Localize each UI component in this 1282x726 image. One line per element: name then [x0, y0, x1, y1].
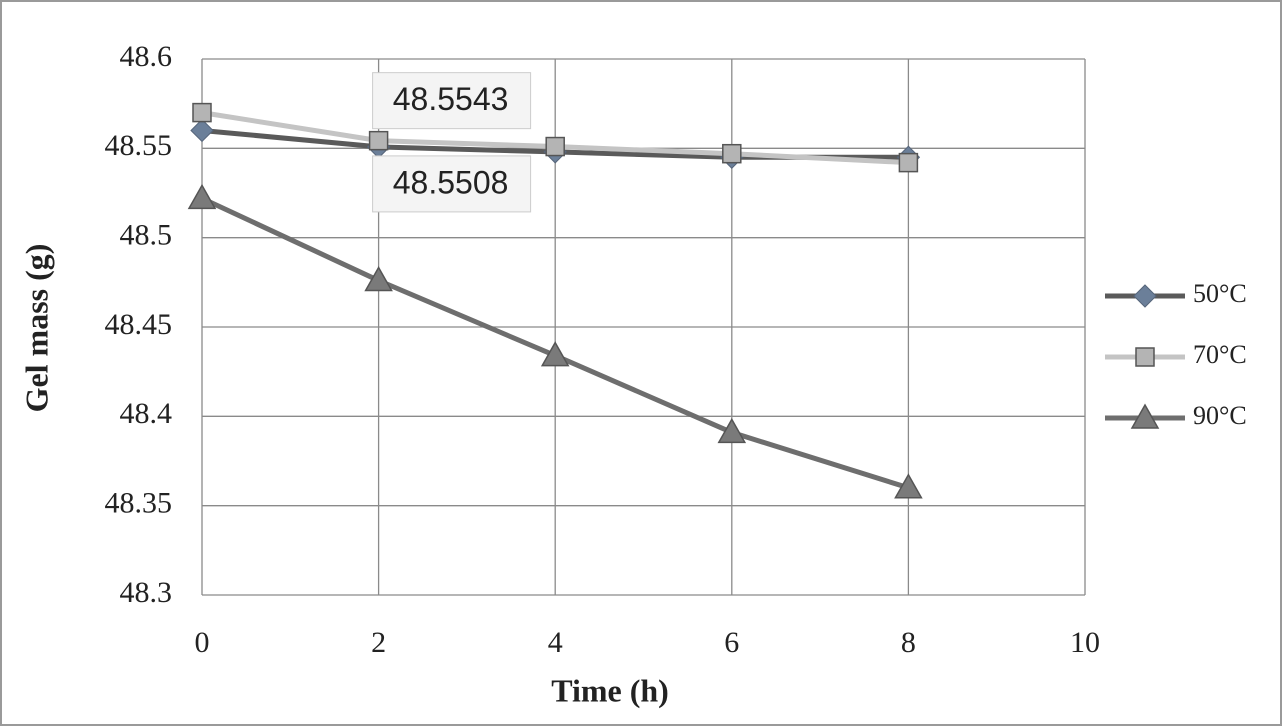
marker — [540, 341, 570, 367]
data-label: 48.5508 — [393, 164, 509, 200]
legend-label: 50°C — [1193, 279, 1247, 308]
marker — [898, 152, 919, 173]
data-label-box — [372, 155, 532, 213]
legend-label: 90°C — [1193, 401, 1247, 430]
x-tick-label: 4 — [548, 626, 563, 659]
y-tick-label: 48.45 — [105, 308, 173, 341]
legend-marker — [1133, 284, 1157, 308]
legend-label: 70°C — [1193, 340, 1247, 369]
marker — [894, 473, 923, 499]
marker — [722, 143, 742, 164]
x-tick-label: 0 — [195, 626, 210, 659]
y-tick-label: 48.6 — [120, 40, 173, 73]
marker — [192, 102, 212, 123]
x-tick-label: 2 — [371, 626, 386, 659]
marker — [545, 136, 565, 157]
data-label: 48.5543 — [393, 81, 509, 117]
marker — [187, 183, 217, 210]
legend-marker — [1130, 403, 1160, 429]
legend-marker — [1135, 347, 1155, 367]
y-tick-label: 48.3 — [120, 576, 173, 609]
x-tick-label: 8 — [901, 626, 916, 659]
x-axis-label: Time (h) — [551, 672, 669, 708]
x-tick-label: 10 — [1070, 626, 1100, 659]
data-label-box — [372, 72, 532, 130]
y-axis-label: Gel mass (g) — [18, 244, 54, 413]
marker — [190, 118, 214, 143]
y-tick-label: 48.55 — [105, 129, 173, 162]
marker — [717, 417, 747, 444]
marker — [364, 266, 393, 292]
y-tick-label: 48.4 — [120, 397, 173, 430]
y-tick-label: 48.5 — [120, 219, 173, 252]
x-tick-label: 6 — [724, 626, 739, 659]
y-tick-label: 48.35 — [105, 487, 173, 520]
marker — [368, 130, 389, 151]
